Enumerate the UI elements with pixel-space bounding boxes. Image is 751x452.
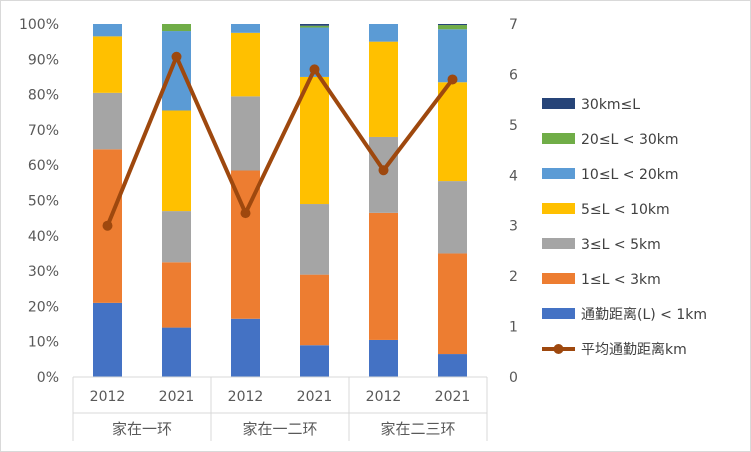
bar-segment: [300, 25, 329, 28]
y-left-tick-label: 80%: [28, 88, 59, 104]
group-label: 家在二三环: [380, 420, 455, 438]
bar-segment: [438, 24, 467, 26]
bar-segment: [438, 181, 467, 254]
group-label: 家在一环: [112, 420, 172, 438]
average-distance-point: [447, 74, 458, 85]
y-right-tick-label: 6: [509, 67, 518, 83]
bar-segment: [162, 327, 191, 377]
bar-segment: [438, 25, 467, 30]
bar-segment: [93, 24, 122, 37]
legend-label: 20≤L < 30km: [581, 132, 679, 148]
legend-label: 5≤L < 10km: [581, 202, 670, 218]
category-label: 2012: [228, 389, 264, 405]
bar-segment: [231, 24, 260, 33]
legend-label: 1≤L < 3km: [581, 272, 661, 288]
legend-swatch: [542, 238, 575, 249]
group-label: 家在一二环: [242, 420, 317, 438]
average-distance-point: [378, 165, 389, 176]
y-left-tick-label: 70%: [28, 123, 59, 139]
legend-swatch: [542, 98, 575, 109]
category-label: 2021: [159, 389, 195, 405]
y-right-tick-label: 1: [509, 320, 518, 336]
bar-segment: [162, 24, 191, 32]
bar-segment: [231, 96, 260, 171]
average-distance-point: [240, 208, 251, 219]
bar-segment: [162, 262, 191, 328]
average-distance-line: [105, 54, 455, 227]
bar-segment: [231, 318, 260, 377]
legend-swatch: [542, 133, 575, 144]
legend-label: 30km≤L: [581, 97, 640, 113]
category-label: 2021: [297, 389, 333, 405]
legend-label: 3≤L < 5km: [581, 237, 661, 253]
average-distance-point: [309, 64, 320, 75]
y-right-tick-label: 5: [509, 118, 518, 134]
y-right-tick-label: 4: [509, 168, 518, 184]
y-right-tick-label: 0: [509, 370, 518, 386]
bar-segment: [300, 24, 329, 26]
bar-segment: [300, 274, 329, 346]
bar-segment: [438, 253, 467, 355]
bar-segment: [369, 339, 398, 377]
bar-segment: [300, 204, 329, 275]
bar-segment: [93, 302, 122, 377]
bar-segment: [162, 110, 191, 212]
category-label: 2012: [90, 389, 126, 405]
legend-label: 平均通勤距离km: [581, 341, 687, 358]
bar-segment: [300, 345, 329, 377]
y-right-tick-label: 3: [509, 219, 518, 235]
y-left-tick-label: 60%: [28, 158, 59, 174]
y-left-tick-label: 90%: [28, 52, 59, 68]
y-left-tick-label: 30%: [28, 264, 59, 280]
bar-segment: [300, 76, 329, 205]
average-distance-point: [171, 51, 182, 62]
legend-line-marker: [553, 344, 564, 354]
y-left-tick-label: 40%: [28, 229, 59, 245]
y-left-tick-label: 0%: [37, 370, 59, 386]
bar-segment: [438, 82, 467, 182]
category-label: 2021: [435, 389, 471, 405]
bar-segment: [162, 31, 191, 111]
bar-segment: [93, 36, 122, 93]
bar-segment: [93, 92, 122, 150]
bar-segment: [438, 354, 467, 377]
y-left-tick-label: 20%: [28, 299, 59, 315]
y-right-tick-label: 2: [509, 269, 518, 285]
legend-swatch: [542, 308, 575, 319]
bar-segment: [369, 24, 398, 42]
legend-swatch: [542, 273, 575, 284]
bar-segment: [369, 212, 398, 340]
legend-label: 10≤L < 20km: [581, 167, 679, 183]
y-right-tick-label: 7: [509, 17, 518, 33]
category-label: 2012: [366, 389, 402, 405]
bar-segment: [438, 29, 467, 83]
legend-swatch: [542, 168, 575, 179]
legend-swatch: [542, 203, 575, 214]
y-left-tick-label: 10%: [28, 335, 59, 351]
bar-segment: [162, 211, 191, 263]
legend-label: 通勤距离(L) < 1km: [581, 306, 707, 323]
bar-segment: [369, 41, 398, 137]
y-left-tick-label: 50%: [28, 194, 59, 210]
bar-segment: [231, 32, 260, 97]
average-distance-point: [102, 220, 113, 231]
y-left-tick-label: 100%: [19, 17, 59, 33]
